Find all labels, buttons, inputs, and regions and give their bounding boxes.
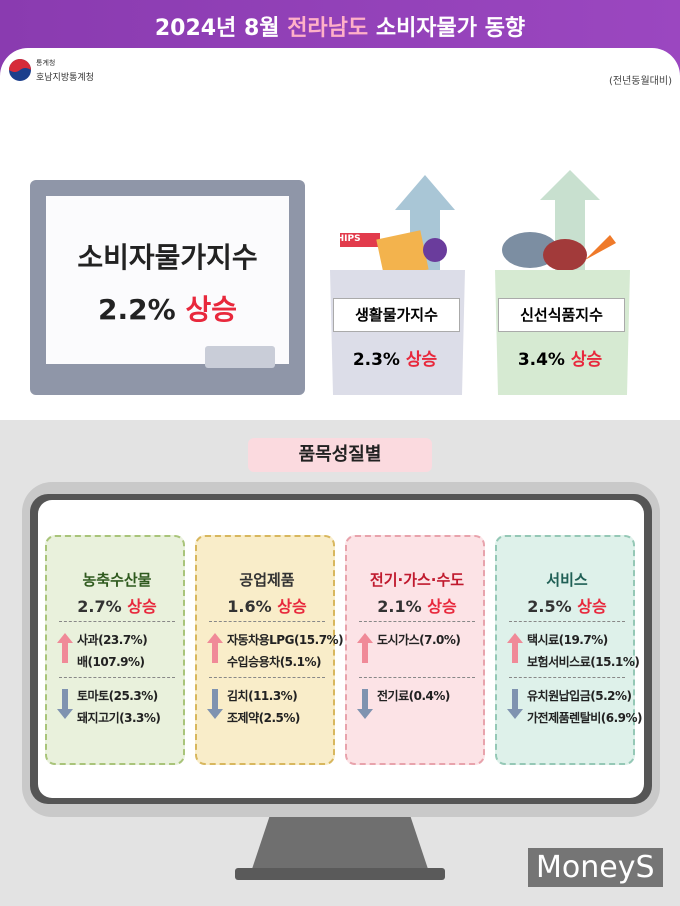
watermark: MoneyS — [528, 848, 663, 887]
card-result: 2.3% 상승 — [325, 345, 465, 370]
category-name: 농축수산물 — [82, 571, 152, 589]
up-arrow — [57, 633, 73, 663]
down-item: 토마토(25.3%) — [77, 689, 158, 703]
main-label: 소비자물가지수 — [77, 241, 258, 274]
category-name: 전기·가스·수도 — [369, 571, 465, 589]
down-item: 조제약(2.5%) — [227, 711, 300, 725]
category-trend: 상승 — [427, 597, 457, 616]
main-trend: 상승 — [185, 293, 237, 326]
up-arrow — [507, 633, 523, 663]
main-result: 2.2% 상승 — [46, 288, 289, 328]
title: 2024년 8월 전라남도 소비자물가 동향 — [0, 10, 680, 42]
separator — [209, 621, 325, 622]
category-trend: 상승 — [127, 597, 157, 616]
logo-org: 통계청 — [36, 59, 56, 67]
category-value: 2.5% — [527, 597, 572, 616]
up-item: 보험서비스료(15.1%) — [527, 655, 640, 669]
section-title: 품목성질별 — [248, 438, 432, 472]
down-item: 가전제품렌탈비(6.9%) — [527, 711, 643, 725]
title-suffix: 소비자물가 동향 — [375, 16, 526, 41]
header-panel — [0, 48, 680, 128]
eraser — [205, 346, 275, 368]
category-result: 2.5% 상승 — [497, 593, 637, 617]
up-item: 도시가스(7.0%) — [377, 633, 461, 647]
up-item: 사과(23.7%) — [77, 633, 148, 647]
separator — [509, 621, 625, 622]
category-result: 2.7% 상승 — [47, 593, 187, 617]
separator — [59, 677, 175, 678]
card-value: 2.3% — [352, 350, 400, 370]
title-prefix: 2024년 8월 — [154, 16, 280, 41]
down-arrow — [57, 689, 73, 719]
category-name: 공업제품 — [239, 571, 295, 589]
down-arrow — [357, 689, 373, 719]
down-arrow — [507, 689, 523, 719]
down-item: 유치원납입금(5.2%) — [527, 689, 632, 703]
category-value: 2.7% — [77, 597, 122, 616]
card-value: 3.4% — [517, 350, 565, 370]
category-trend: 상승 — [277, 597, 307, 616]
up-arrow — [207, 633, 223, 663]
up-arrow — [357, 633, 373, 663]
main-value: 2.2% — [98, 293, 176, 326]
up-item: 자동차용LPG(15.7%) — [227, 633, 344, 647]
category-value: 2.1% — [377, 597, 422, 616]
down-arrow — [207, 689, 223, 719]
up-item: 택시료(19.7%) — [527, 633, 608, 647]
logo-org-sub: 호남지방통계청 — [36, 73, 94, 83]
category-value: 1.6% — [227, 597, 272, 616]
category-result: 2.1% 상승 — [347, 593, 487, 617]
card-label: 신선식품지수 — [498, 298, 625, 332]
separator — [359, 621, 475, 622]
card-label: 생활물가지수 — [333, 298, 460, 332]
down-item: 전기료(0.4%) — [377, 689, 450, 703]
up-item: 배(107.9%) — [77, 655, 145, 669]
note: (전년동월대비) — [608, 76, 672, 87]
title-region: 전라남도 — [287, 16, 369, 41]
separator — [59, 621, 175, 622]
category-name: 서비스 — [546, 571, 588, 589]
up-item: 수입승용차(5.1%) — [227, 655, 321, 669]
separator — [359, 677, 475, 678]
category-result: 1.6% 상승 — [197, 593, 337, 617]
card-trend: 상승 — [405, 350, 438, 370]
category-trend: 상승 — [577, 597, 607, 616]
card-trend: 상승 — [570, 350, 603, 370]
board-surface — [46, 196, 289, 364]
logo-icon — [9, 59, 31, 81]
card-result: 3.4% 상승 — [490, 345, 630, 370]
down-item: 김치(11.3%) — [227, 689, 298, 703]
chips-label: CHIPS — [330, 234, 361, 244]
separator — [209, 677, 325, 678]
down-item: 돼지고기(3.3%) — [77, 711, 161, 725]
separator — [509, 677, 625, 678]
